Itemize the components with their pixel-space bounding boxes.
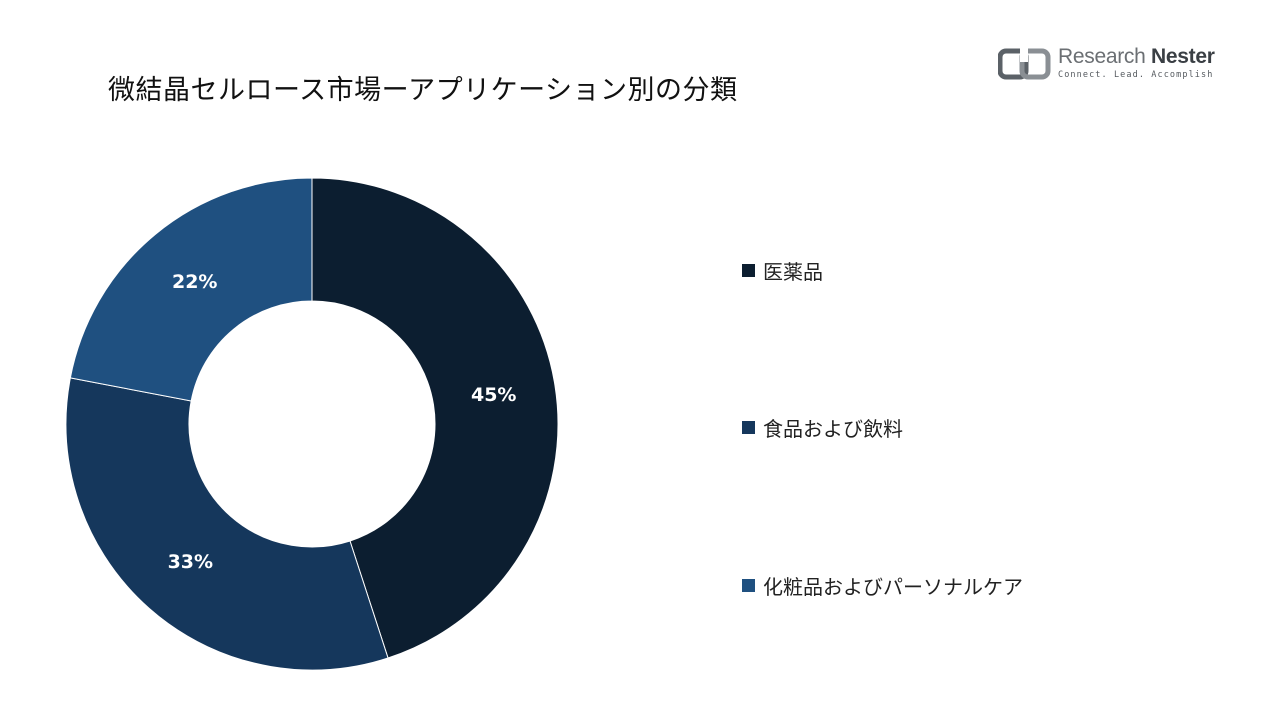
legend-label: 食品および飲料 xyxy=(763,417,903,441)
logo-name-light: Research xyxy=(1058,45,1146,68)
logo-mark-icon xyxy=(998,48,1051,80)
legend-swatch xyxy=(742,579,755,592)
legend-item: 食品および飲料 xyxy=(742,413,903,442)
research-nester-logo: Research Nester Connect. Lead. Accomplis… xyxy=(998,44,1228,84)
logo-tagline: Connect. Lead. Accomplish xyxy=(1058,70,1214,80)
donut-slices xyxy=(65,177,559,671)
legend-label: 化粧品およびパーソナルケア xyxy=(763,575,1023,599)
data-label: 22% xyxy=(172,271,217,293)
data-label: 45% xyxy=(471,384,516,406)
data-label: 33% xyxy=(168,551,213,573)
page-title: 微結晶セルロース市場ーアプリケーション別の分類 xyxy=(108,75,738,106)
donut-data-labels: 45% 33% 22% xyxy=(168,271,517,573)
donut-slice xyxy=(65,377,389,671)
legend-label: 医薬品 xyxy=(763,260,823,284)
logo-name-bold: Nester xyxy=(1151,45,1215,68)
legend-item: 化粧品およびパーソナルケア xyxy=(742,571,1023,600)
logo-name: Research Nester xyxy=(1058,45,1215,69)
donut-slice xyxy=(311,177,559,659)
legend-swatch xyxy=(742,421,755,434)
legend-item: 医薬品 xyxy=(742,256,823,285)
legend-swatch xyxy=(742,264,755,277)
donut-slice xyxy=(69,177,313,402)
